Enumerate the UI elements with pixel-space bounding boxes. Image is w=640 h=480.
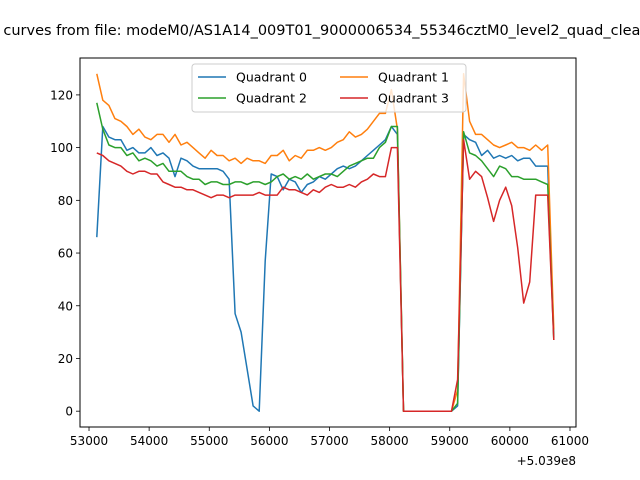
x-tick-label: 58000	[371, 434, 409, 448]
x-axis-offset-label: +5.039e8	[517, 454, 576, 468]
x-axis: 53000 54000 55000 56000 57000 58000 59000 60000…	[70, 427, 589, 448]
y-tick-label: 0	[65, 405, 73, 419]
series-line-quadrant-2	[96, 102, 555, 412]
y-tick-label: 60	[58, 247, 73, 261]
x-tick-label: 57000	[310, 434, 348, 448]
y-tick-label: 40	[58, 299, 73, 313]
x-tick-label: 53000	[70, 434, 108, 448]
axes-border	[79, 57, 577, 428]
y-tick-label: 100	[50, 141, 73, 155]
x-tick-label: 55000	[190, 434, 228, 448]
legend-label-quadrant-0: Quadrant 0	[236, 70, 307, 85]
legend-box	[191, 63, 467, 113]
legend-label-quadrant-3: Quadrant 3	[378, 91, 449, 106]
x-tick-label: 56000	[250, 434, 288, 448]
y-tick-label: 80	[58, 194, 73, 208]
y-tick-label: 120	[50, 88, 73, 102]
y-axis: 0 20 40 60 80 100 120	[50, 88, 80, 419]
series-line-quadrant-3	[96, 138, 555, 412]
y-tick-label: 20	[58, 352, 73, 366]
x-tick-label: 59000	[431, 434, 469, 448]
axes-frame	[80, 58, 576, 427]
chart-title: Light curves from file: modeM0/AS1A14_00…	[0, 23, 640, 39]
legend: Quadrant 0 Quadrant 1 Quadrant 2 Quadrant 3	[191, 63, 467, 113]
series-layer	[96, 73, 555, 412]
series-line-quadrant-0	[96, 125, 555, 412]
x-tick-label: 61000	[551, 434, 589, 448]
legend-label-quadrant-2: Quadrant 2	[236, 91, 307, 106]
x-tick-label: 54000	[130, 434, 168, 448]
x-tick-label: 60000	[491, 434, 529, 448]
plot-area	[79, 57, 577, 428]
series-line-quadrant-1	[96, 73, 555, 412]
legend-label-quadrant-1: Quadrant 1	[378, 70, 449, 85]
